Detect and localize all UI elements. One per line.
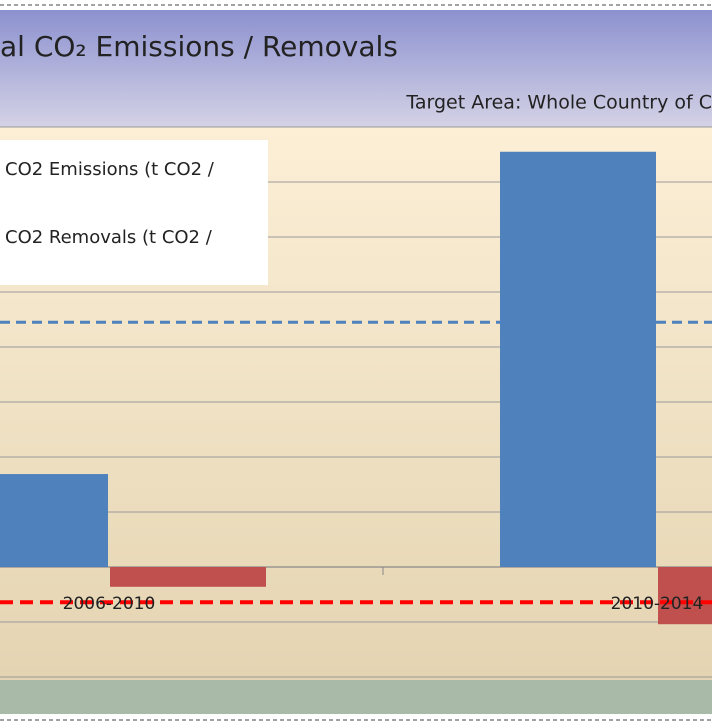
x-tick-label: 2010-2014	[611, 594, 704, 614]
bar	[110, 567, 266, 587]
legend-label: CO2 Removals (t CO2 /	[5, 227, 213, 248]
bar	[658, 567, 712, 625]
chart-title: al CO₂ Emissions / Removals	[0, 30, 398, 63]
bar	[500, 151, 656, 567]
bar	[0, 474, 108, 567]
header-band	[0, 10, 712, 127]
legend-box	[0, 140, 268, 285]
chart-subtitle: Target Area: Whole Country of C	[405, 92, 712, 114]
legend-label: CO2 Emissions (t CO2 /	[5, 159, 215, 180]
x-tick-label: 2006-2010	[63, 594, 156, 614]
footer-band	[0, 680, 712, 714]
plot-layer: 2006-2010 2010-2014 CO2 Emissions (t CO2 /…	[0, 126, 712, 678]
